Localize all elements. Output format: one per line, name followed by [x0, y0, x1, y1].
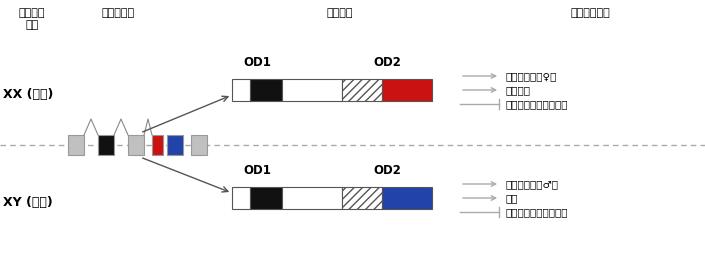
Text: 体色（メラニン沈着）: 体色（メラニン沈着）	[506, 99, 568, 109]
Text: 外部生殖器（♂）: 外部生殖器（♂）	[506, 179, 559, 189]
Text: OD2: OD2	[373, 56, 401, 69]
Bar	[232, 187, 250, 209]
Bar	[68, 135, 84, 155]
Bar	[282, 187, 342, 209]
Text: 性特異的形質: 性特異的形質	[570, 8, 610, 18]
Bar	[128, 135, 144, 155]
Text: 外部生殖器（♀）: 外部生殖器（♀）	[506, 71, 558, 81]
Text: 卵黄形成: 卵黄形成	[506, 85, 531, 95]
Text: 性櫛: 性櫛	[506, 193, 518, 203]
Text: 遺伝子構造: 遺伝子構造	[102, 8, 135, 18]
Text: OD2: OD2	[373, 164, 401, 177]
Bar	[191, 135, 207, 155]
Text: 転写産物: 転写産物	[326, 8, 353, 18]
Bar	[232, 79, 250, 101]
Text: OD1: OD1	[243, 56, 271, 69]
Bar	[342, 79, 382, 101]
Bar	[342, 187, 382, 209]
Text: 体色（メラニン沈着）: 体色（メラニン沈着）	[506, 207, 568, 217]
Bar	[250, 79, 282, 101]
Bar	[282, 79, 342, 101]
Text: OD1: OD1	[243, 164, 271, 177]
Text: XY (オス): XY (オス)	[3, 196, 53, 210]
Bar	[167, 135, 183, 155]
Bar	[152, 135, 163, 155]
Bar	[250, 187, 282, 209]
Bar	[98, 135, 114, 155]
Bar	[382, 187, 432, 209]
Text: XX (メス): XX (メス)	[3, 89, 53, 101]
Text: 性染色体
構成: 性染色体 構成	[19, 8, 45, 30]
Bar	[382, 79, 432, 101]
